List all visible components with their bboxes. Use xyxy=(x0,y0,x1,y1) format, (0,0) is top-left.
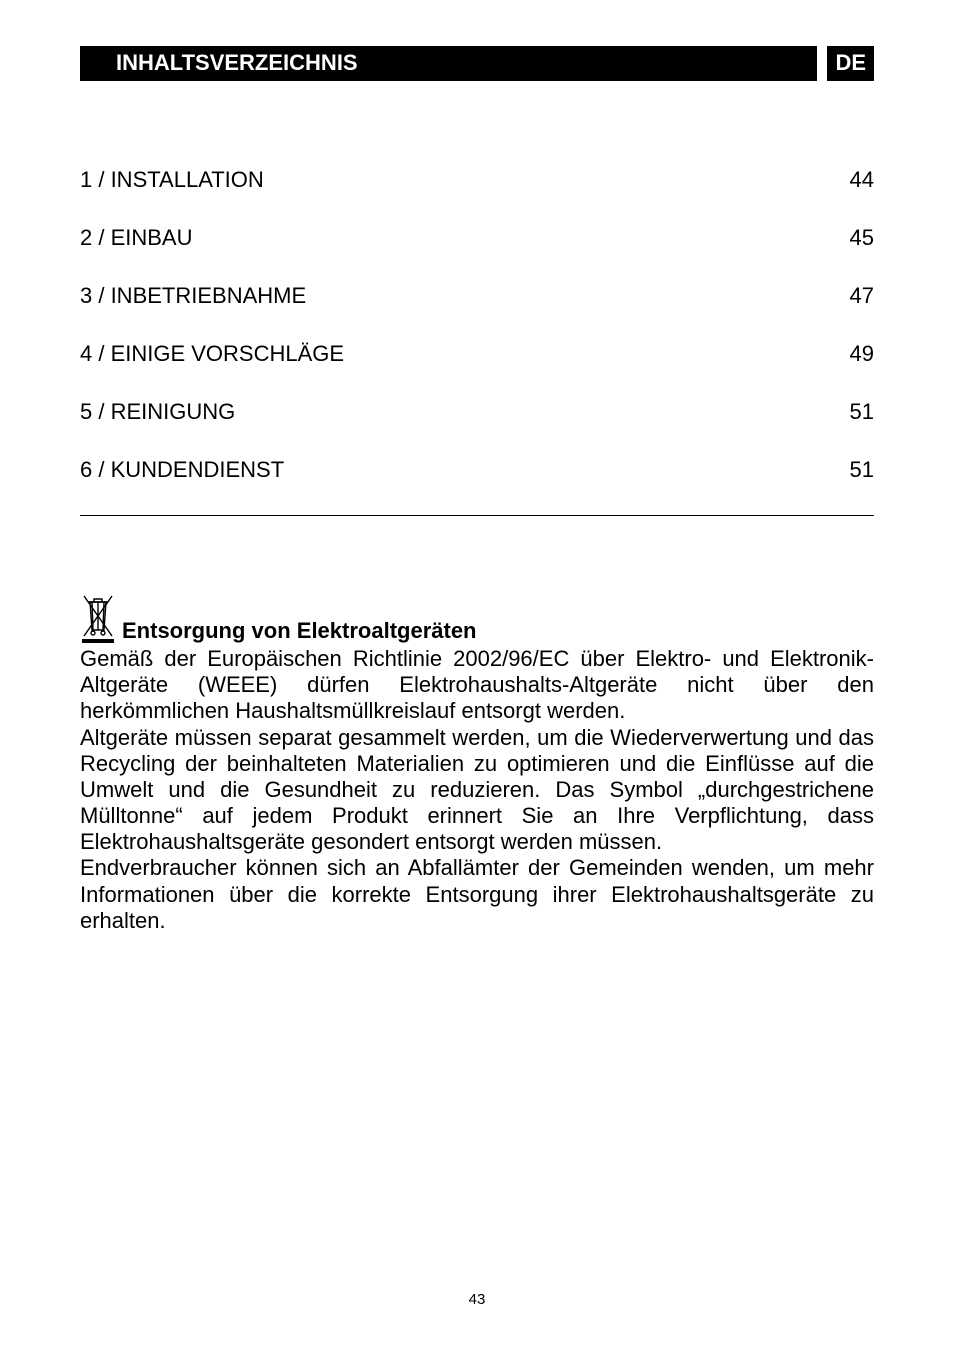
weee-heading-row: Entsorgung von Elektroaltgeräten xyxy=(80,594,874,644)
section-title-bar: INHALTSVERZEICHNIS xyxy=(80,46,817,81)
table-of-contents: 1 / INSTALLATION 44 2 / EINBAU 45 3 / IN… xyxy=(80,167,874,516)
toc-divider xyxy=(80,515,874,516)
toc-label: 4 / EINIGE VORSCHLÄGE xyxy=(80,341,344,367)
toc-label: 2 / EINBAU xyxy=(80,225,192,251)
toc-row: 6 / KUNDENDIENST 51 xyxy=(80,457,874,483)
toc-page: 44 xyxy=(850,167,874,193)
toc-row: 5 / REINIGUNG 51 xyxy=(80,399,874,425)
language-badge: DE xyxy=(827,46,874,81)
weee-section: Entsorgung von Elektroaltgeräten Gemäß d… xyxy=(80,594,874,934)
toc-page: 47 xyxy=(850,283,874,309)
weee-paragraph: Altgeräte müssen separat gesammelt werde… xyxy=(80,725,874,856)
toc-page: 45 xyxy=(850,225,874,251)
section-title-text: INHALTSVERZEICHNIS xyxy=(116,50,358,76)
weee-bin-icon xyxy=(80,594,116,644)
toc-row: 2 / EINBAU 45 xyxy=(80,225,874,251)
toc-page: 51 xyxy=(850,457,874,483)
toc-label: 3 / INBETRIEBNAHME xyxy=(80,283,306,309)
toc-label: 5 / REINIGUNG xyxy=(80,399,235,425)
header-row: INHALTSVERZEICHNIS DE xyxy=(80,46,874,81)
toc-page: 49 xyxy=(850,341,874,367)
language-badge-text: DE xyxy=(835,50,866,76)
weee-paragraph: Endverbraucher können sich an Abfallämte… xyxy=(80,855,874,934)
toc-label: 6 / KUNDENDIENST xyxy=(80,457,284,483)
weee-heading-text: Entsorgung von Elektroaltgeräten xyxy=(122,618,477,644)
toc-page: 51 xyxy=(850,399,874,425)
document-page: INHALTSVERZEICHNIS DE 1 / INSTALLATION 4… xyxy=(0,0,954,1352)
toc-row: 1 / INSTALLATION 44 xyxy=(80,167,874,193)
toc-label: 1 / INSTALLATION xyxy=(80,167,264,193)
weee-paragraph: Gemäß der Europäischen Richtlinie 2002/9… xyxy=(80,646,874,725)
page-number: 43 xyxy=(0,1291,954,1308)
toc-row: 4 / EINIGE VORSCHLÄGE 49 xyxy=(80,341,874,367)
toc-row: 3 / INBETRIEBNAHME 47 xyxy=(80,283,874,309)
